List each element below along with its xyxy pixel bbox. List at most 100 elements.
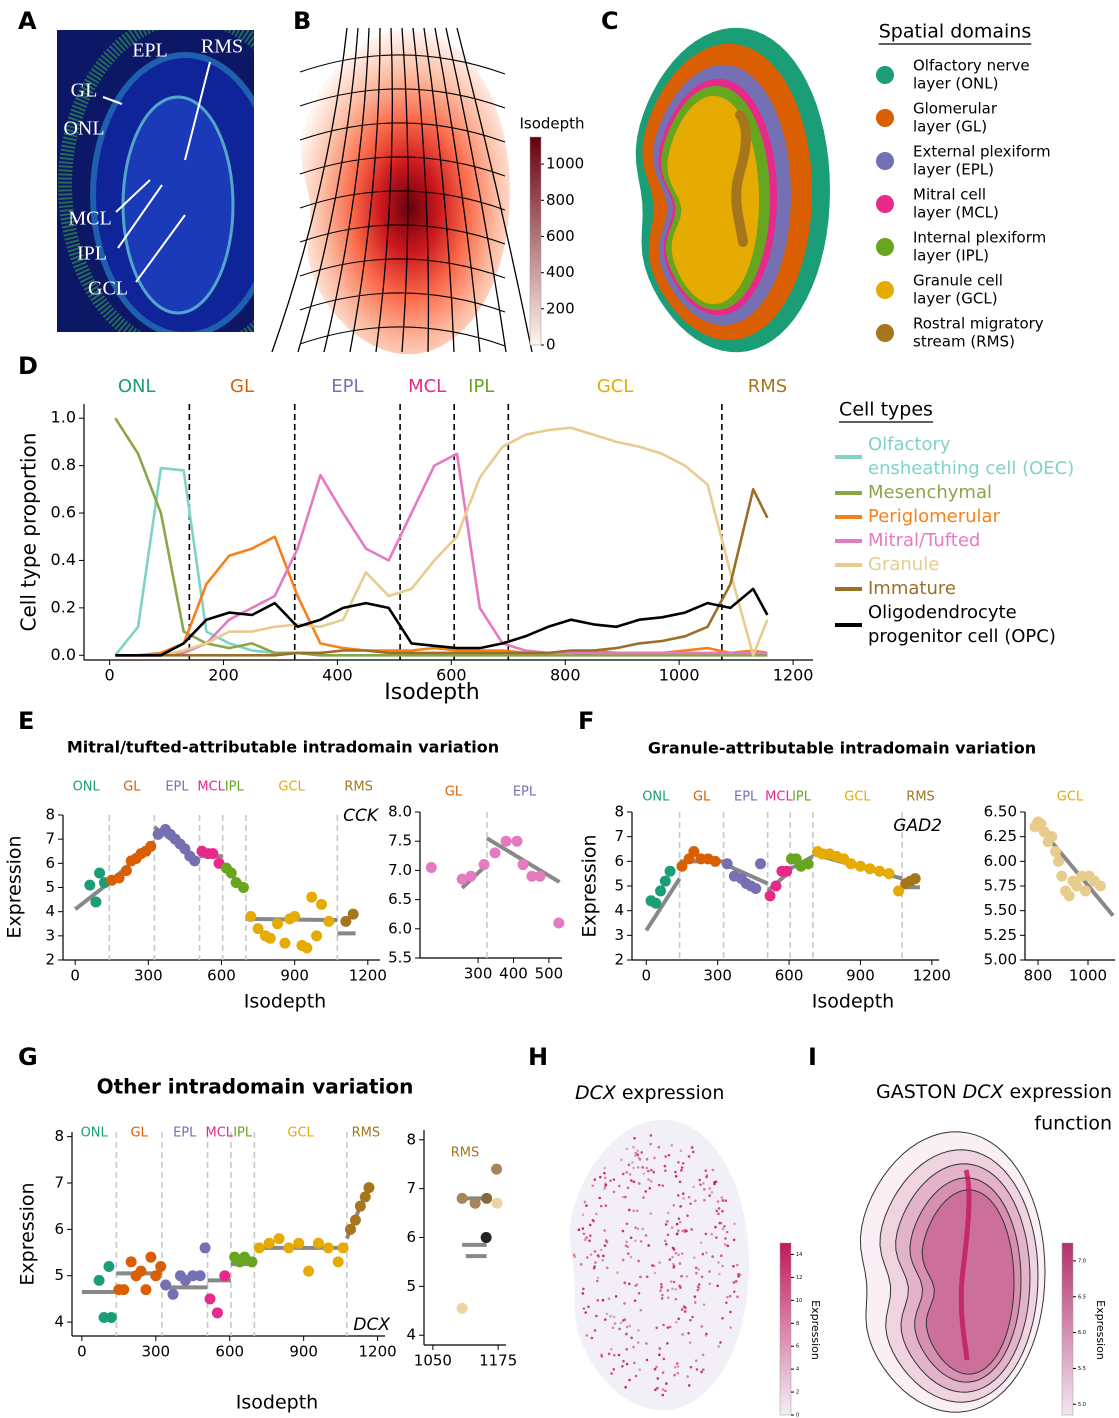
cell-dot	[701, 1325, 704, 1328]
cell-dot	[613, 1191, 616, 1194]
cell-dot	[704, 1169, 707, 1172]
domain-label: ONL	[118, 376, 156, 397]
point	[289, 911, 300, 922]
domain-label: RMS	[906, 790, 935, 805]
cell-dot	[691, 1316, 694, 1319]
cell-dot	[621, 1365, 624, 1368]
cell-dot	[641, 1228, 644, 1231]
cell-dot	[718, 1273, 721, 1276]
image-label: GL	[71, 80, 98, 102]
point	[265, 933, 276, 944]
panel-title: Other intradomain variation	[97, 1075, 414, 1099]
point	[845, 858, 856, 869]
domain-label: GCL	[278, 780, 305, 795]
image-label: RMS	[201, 36, 243, 58]
cell-dot	[609, 1315, 612, 1318]
point	[306, 892, 317, 903]
cell-dot	[599, 1176, 602, 1179]
point	[195, 1270, 206, 1281]
colorbar-tick-label: 6	[796, 1344, 799, 1350]
cell-dot	[695, 1359, 698, 1362]
cell-dot	[644, 1190, 647, 1193]
cell-dot	[597, 1299, 600, 1302]
point	[145, 841, 156, 852]
cell-dot	[637, 1227, 640, 1230]
cell-dot	[622, 1173, 625, 1176]
colorbar-tick-label: 6.0	[1078, 1330, 1086, 1336]
cell-dot	[684, 1310, 687, 1313]
cell-dot	[624, 1386, 627, 1389]
cell-dot	[594, 1250, 597, 1253]
cell-dot	[708, 1187, 711, 1190]
panel-label: F	[578, 707, 594, 735]
cell-dot	[677, 1229, 680, 1232]
y-tick-label: 7	[54, 1174, 64, 1192]
cell-dot	[671, 1226, 674, 1229]
cell-dot	[682, 1192, 685, 1195]
point	[1056, 871, 1067, 882]
cell-dot	[584, 1238, 587, 1241]
point	[481, 1232, 492, 1243]
cell-dot	[664, 1240, 667, 1243]
cell-dot	[582, 1227, 585, 1230]
cell-dot	[631, 1161, 634, 1164]
cell-dot	[679, 1221, 682, 1224]
cell-dot	[605, 1239, 608, 1242]
y-tick-label: 5.75	[984, 877, 1017, 895]
legend-label: ensheathing cell (OEC)	[868, 458, 1074, 479]
point	[874, 866, 885, 877]
colorbar-tick-label: 8	[796, 1321, 799, 1327]
cell-dot	[618, 1185, 621, 1188]
cell-dot	[688, 1196, 691, 1199]
colorbar-tick-label: 800	[546, 191, 575, 209]
cell-dot	[658, 1261, 661, 1264]
point	[226, 868, 237, 879]
cell-dot	[724, 1237, 727, 1240]
cell-dot	[703, 1199, 706, 1202]
cell-dot	[653, 1157, 656, 1160]
legend-label: Mitral cell	[913, 186, 986, 204]
point	[301, 942, 312, 953]
cell-dot	[603, 1167, 606, 1170]
legend-label: layer (GCL)	[913, 290, 998, 308]
legend-title: Spatial domains	[879, 21, 1032, 43]
cell-dot	[638, 1182, 641, 1185]
cell-dot	[618, 1328, 621, 1331]
colorbar	[780, 1243, 791, 1415]
point	[90, 897, 101, 908]
domain-label: RMS	[748, 376, 787, 397]
x-tick-label: 300	[464, 965, 493, 983]
cell-dot	[733, 1290, 736, 1293]
point	[803, 858, 814, 869]
y-tick-label: 8	[614, 803, 624, 821]
cell-dot	[688, 1384, 691, 1387]
point	[501, 836, 512, 847]
cell-dot	[645, 1234, 648, 1237]
y-tick-label: 5.00	[984, 951, 1017, 969]
x-tick-label: 800	[1024, 967, 1053, 985]
cell-dot	[595, 1213, 598, 1216]
cell-dot	[660, 1287, 663, 1290]
cell-dot	[722, 1228, 725, 1231]
x-tick-label: 1175	[479, 1352, 517, 1370]
point	[283, 1242, 294, 1253]
panel-label: E	[18, 707, 34, 735]
point	[279, 938, 290, 949]
cell-dot	[628, 1379, 631, 1382]
legend-label: layer (EPL)	[913, 161, 994, 179]
cell-dot	[662, 1324, 665, 1327]
legend-label: Olfactory	[868, 434, 951, 455]
cell-dot	[709, 1283, 712, 1286]
gene-label: CCK	[343, 806, 380, 826]
cell-dot	[675, 1288, 678, 1291]
x-tick-label: 500	[535, 965, 564, 983]
x-axis-label: Isodepth	[812, 991, 894, 1013]
cell-dot	[708, 1270, 711, 1273]
cell-dot	[654, 1389, 657, 1392]
cell-dot	[646, 1275, 649, 1278]
cell-dot	[627, 1252, 630, 1255]
cell-dot	[632, 1209, 635, 1212]
legend-label: layer (MCL)	[913, 204, 999, 222]
y-tick-label: 8	[54, 1127, 64, 1145]
cell-dot	[736, 1295, 739, 1298]
